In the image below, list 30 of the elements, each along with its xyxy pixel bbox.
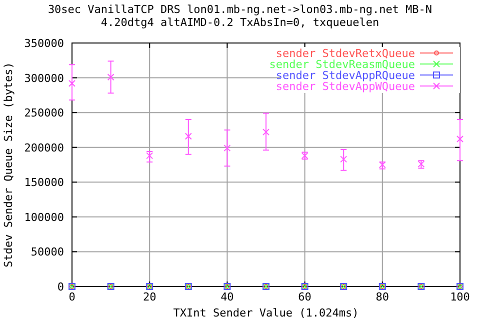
y-tick-label: 250000 bbox=[24, 106, 64, 120]
y-tick-label: 0 bbox=[57, 280, 64, 294]
y-tick-label: 200000 bbox=[24, 141, 64, 154]
y-axis-title: Stdev Sender Queue Size (bytes) bbox=[2, 62, 15, 268]
y-tick-label: 100000 bbox=[24, 210, 64, 224]
x-axis-title: TXInt Sender Value (1.024ms) bbox=[173, 306, 359, 320]
x-tick-label: 100 bbox=[450, 290, 470, 304]
y-tick-label: 350000 bbox=[24, 37, 64, 50]
point bbox=[456, 136, 464, 143]
chart-title: 30sec VanillaTCP DRS lon01.mb-ng.net->lon03.mb-ng.net MB-N bbox=[48, 3, 432, 16]
point bbox=[146, 152, 154, 160]
y-tick-label: 150000 bbox=[24, 176, 64, 190]
point bbox=[184, 132, 192, 140]
point bbox=[224, 144, 231, 152]
y-tick-label: 50000 bbox=[30, 246, 64, 259]
point bbox=[262, 128, 270, 136]
chart-subtitle: 4.20dtg4 altAIMD-0.2 TxAbsIn=0, txqueuelen bbox=[100, 16, 380, 29]
legend-label: sender StdevRetxQueue bbox=[276, 47, 415, 60]
point bbox=[340, 156, 348, 163]
legend-label: sender StdevAppWQueue bbox=[276, 80, 415, 93]
point bbox=[68, 80, 76, 87]
x-tick-label: 20 bbox=[142, 290, 156, 304]
legend-label: sender StdevAppRQueue bbox=[276, 69, 415, 82]
legend-label: sender StdevReasmQueue bbox=[269, 58, 415, 71]
point bbox=[107, 74, 114, 81]
x-tick-label: 0 bbox=[68, 290, 76, 304]
y-tick-label: 300000 bbox=[24, 72, 64, 85]
x-tick-label: 60 bbox=[298, 290, 312, 304]
x-tick-label: 80 bbox=[376, 290, 390, 304]
x-tick-label: 40 bbox=[220, 290, 234, 304]
